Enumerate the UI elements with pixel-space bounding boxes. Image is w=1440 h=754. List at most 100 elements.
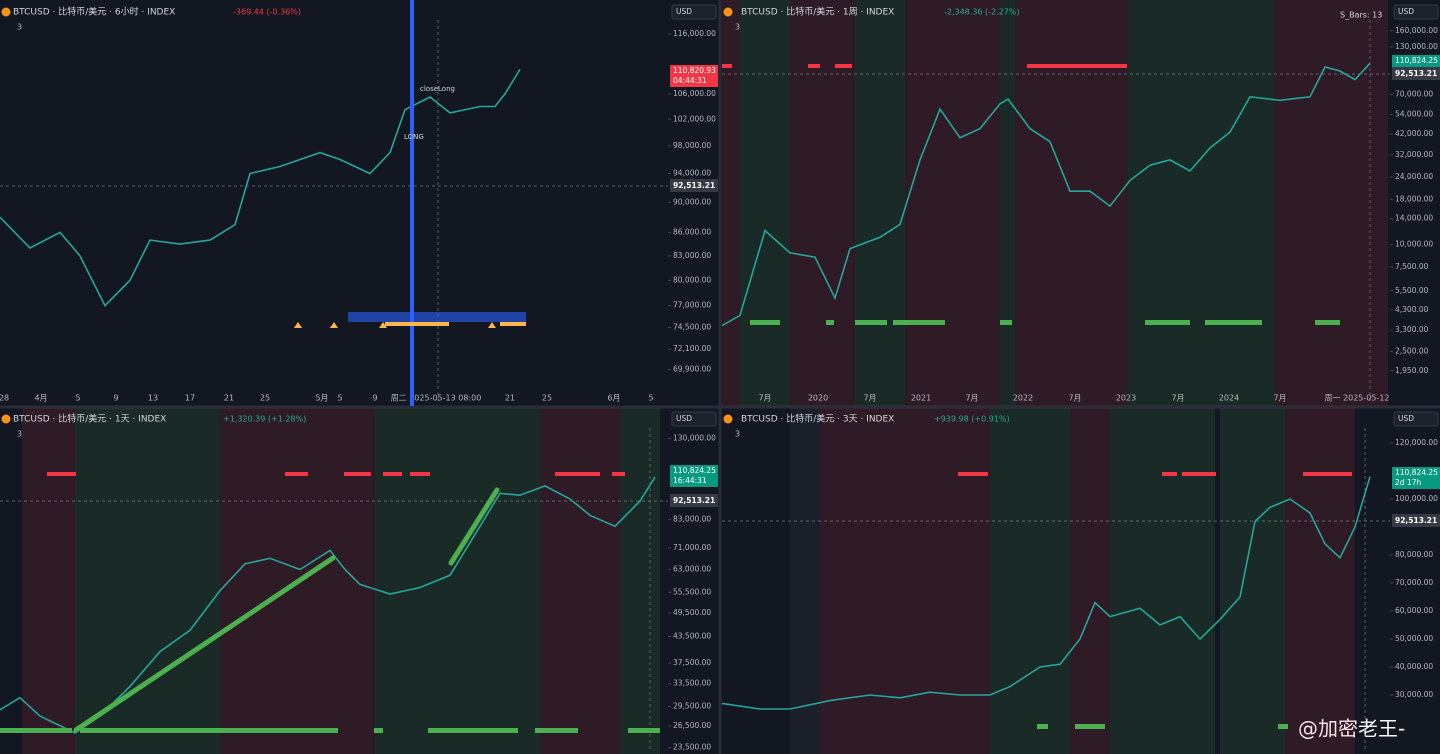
countdown: 2d 17h: [1395, 478, 1421, 487]
x-tick-label: 2023: [1116, 394, 1136, 403]
buy-strip: [1205, 320, 1262, 325]
last-price-tag: [670, 65, 718, 87]
y-tick-label: 80,000.00: [1395, 550, 1433, 559]
y-tick-label: 63,000.00: [673, 564, 711, 573]
indicator-count[interactable]: 3: [735, 23, 740, 32]
y-tick-label: 43,500.00: [673, 631, 711, 640]
x-tick-label: 25: [260, 394, 270, 403]
buy-strip: [1278, 724, 1288, 729]
currency[interactable]: USD: [676, 7, 692, 16]
trend-line: [448, 487, 500, 566]
signal-marker: [488, 322, 496, 328]
price-change: -2,348.36 (-2.27%): [944, 8, 1020, 17]
currency[interactable]: USD: [676, 414, 692, 423]
signal-marker: [379, 322, 387, 328]
last-price-tag: [1392, 467, 1440, 489]
y-tick-label: 2,500.00: [1395, 347, 1429, 356]
sell-strip: [1162, 472, 1177, 476]
indicator-count[interactable]: 3: [17, 430, 22, 439]
y-tick-label: 160,000.00: [1395, 26, 1438, 35]
crosshair-price: 92,513.21: [673, 496, 715, 505]
price-line: [721, 476, 1371, 710]
symbol-icon: [723, 7, 733, 17]
y-tick-label: 70,000.00: [1395, 578, 1433, 587]
y-tick-label: 5,500.00: [1395, 286, 1429, 295]
signal-strip: [385, 322, 449, 326]
x-tick-label: 5: [75, 394, 80, 403]
x-tick-label: 7月: [1273, 394, 1286, 403]
buy-strip: [535, 728, 578, 733]
regime-band: [1128, 0, 1210, 406]
regime-band: [905, 0, 1000, 406]
last-price: 110,824.25: [673, 466, 716, 475]
regime-band: [790, 408, 820, 754]
y-tick-label: 60,000.00: [1395, 606, 1433, 615]
sell-strip: [344, 472, 371, 476]
buy-strip: [826, 320, 834, 325]
x-tick-label: 13: [148, 394, 158, 403]
y-tick-label: 40,000.00: [1395, 662, 1433, 671]
indicator-count[interactable]: 3: [17, 23, 22, 32]
last-price-tag: [670, 465, 718, 487]
regime-band: [990, 408, 1070, 754]
price-line: [721, 62, 1371, 327]
x-tick-label: 25: [542, 394, 552, 403]
buy-strip: [855, 320, 887, 325]
y-tick-label: 116,000.00: [673, 29, 716, 38]
symbol-icon: [723, 414, 733, 424]
y-tick-label: 42,000.00: [1395, 129, 1433, 138]
y-tick-label: 100,000.00: [1395, 494, 1438, 503]
y-tick-label: 32,000.00: [1395, 150, 1433, 159]
signal-marker: [294, 322, 302, 328]
annotation: S_Bars: 13: [1340, 11, 1382, 20]
buy-strip: [628, 728, 660, 733]
y-tick-label: 55,500.00: [673, 587, 711, 596]
symbol-title: BTCUSD · 比特币/美元 · 1周 · INDEX: [741, 6, 894, 18]
price-line: [0, 68, 521, 307]
y-tick-label: 33,500.00: [673, 679, 711, 688]
last-price: 110,824.25: [1395, 468, 1438, 477]
sell-strip: [285, 472, 308, 476]
annotation: LONG: [404, 133, 424, 141]
y-tick-label: 18,000.00: [1395, 194, 1433, 203]
y-tick-label: 83,000.00: [673, 515, 711, 524]
y-tick-label: 83,000.00: [673, 251, 711, 260]
currency-select[interactable]: [671, 4, 717, 20]
annotation: closeLong: [420, 85, 455, 93]
regime-band: [1210, 0, 1275, 406]
crosshair-price-tag: [1392, 67, 1440, 80]
y-tick-label: 37,500.00: [673, 658, 711, 667]
x-tick-label: 7月: [1068, 394, 1081, 403]
currency[interactable]: USD: [1398, 414, 1414, 423]
y-tick-label: 90,000.00: [673, 197, 711, 206]
buy-strip: [1075, 724, 1105, 729]
y-tick-label: 77,000.00: [673, 301, 711, 310]
buy-strip: [1037, 724, 1048, 729]
currency-select[interactable]: [1393, 411, 1439, 427]
regime-band: [150, 408, 220, 754]
y-tick-label: 130,000.00: [673, 433, 716, 442]
trend-line: [73, 555, 336, 733]
y-tick-label: 4,300.00: [1395, 305, 1429, 314]
crosshair-price: 92,513.21: [1395, 516, 1437, 525]
currency-select[interactable]: [671, 411, 717, 427]
currency[interactable]: USD: [1398, 7, 1414, 16]
y-tick-label: 23,500.00: [673, 743, 711, 752]
regime-band: [1220, 408, 1285, 754]
indicator-count[interactable]: 3: [735, 430, 740, 439]
y-tick-label: 72,100.00: [673, 344, 711, 353]
regime-band: [855, 0, 905, 406]
y-tick-label: 14,000.00: [1395, 214, 1433, 223]
sell-strip: [722, 64, 732, 68]
y-tick-label: 74,500.00: [673, 323, 711, 332]
x-tick-label: 21: [505, 394, 515, 403]
x-tick-label: 7月: [758, 394, 771, 403]
signal-strip: [348, 312, 526, 322]
crosshair-price-tag: [670, 179, 718, 192]
currency-select[interactable]: [1393, 4, 1439, 20]
y-tick-label: 130,000.00: [1395, 42, 1438, 51]
regime-band: [375, 408, 450, 754]
y-tick-label: 69,900.00: [673, 365, 711, 374]
price-change: -369.44 (-0.36%): [233, 8, 301, 17]
sell-strip: [410, 472, 430, 476]
